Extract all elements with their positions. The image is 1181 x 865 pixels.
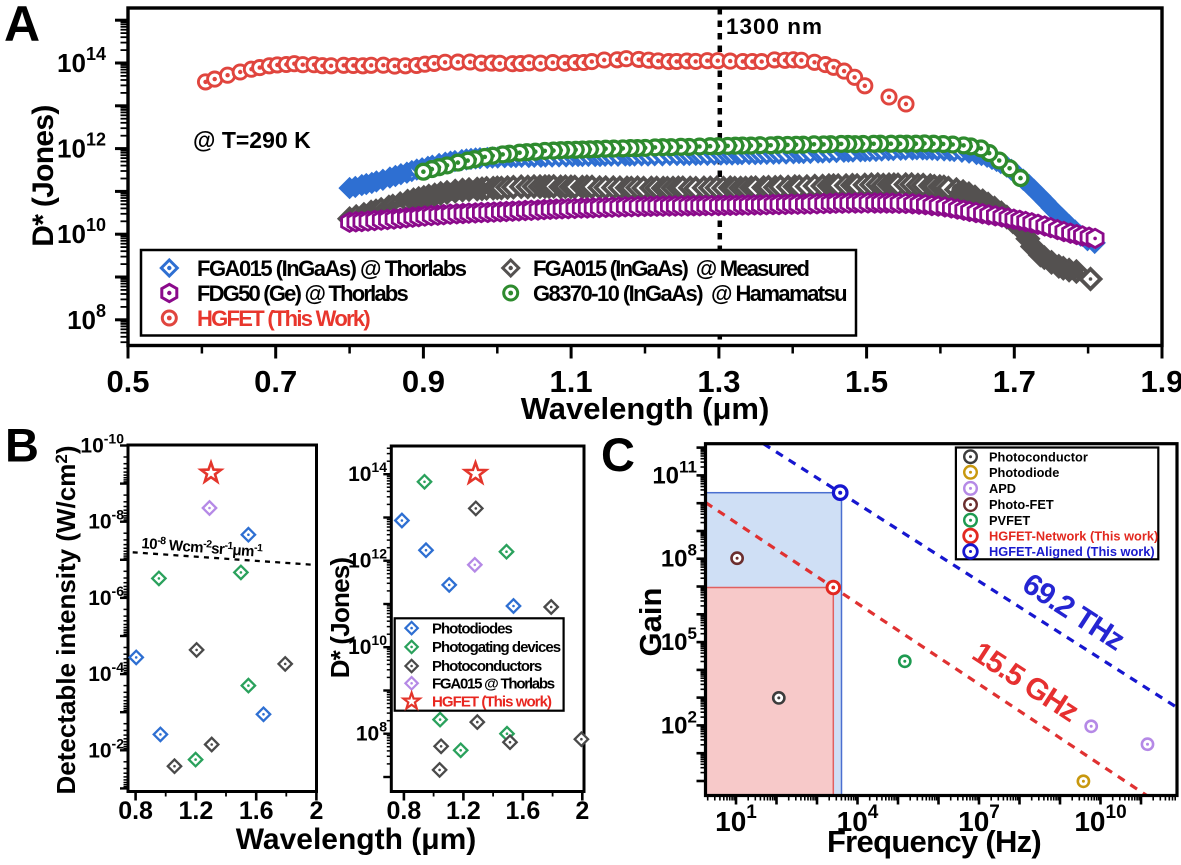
svg-text:1.6: 1.6 <box>506 797 541 825</box>
svg-text:G8370-10 (InGaAs) @ Hamamatsu: G8370-10 (InGaAs) @ Hamamatsu <box>533 281 846 306</box>
svg-text:1014: 1014 <box>57 44 106 78</box>
svg-text:2: 2 <box>309 797 323 825</box>
svg-text:Detectable intensity (W/cm2): Detectable intensity (W/cm2) <box>51 446 81 795</box>
svg-text:B: B <box>5 419 39 472</box>
svg-text:Photogating devices: Photogating devices <box>432 639 561 656</box>
svg-text:A: A <box>4 0 40 52</box>
svg-text:D* (Jones): D* (Jones) <box>325 558 355 679</box>
svg-text:HGFET (This Work): HGFET (This Work) <box>197 306 370 331</box>
svg-text:0.8: 0.8 <box>118 797 153 825</box>
svg-text:10-6: 10-6 <box>88 583 124 610</box>
svg-text:1.9: 1.9 <box>1140 364 1181 399</box>
svg-text:1010: 1010 <box>348 632 387 659</box>
svg-text:Frequency (Hz): Frequency (Hz) <box>827 824 1041 859</box>
svg-text:Photoconductor: Photoconductor <box>989 449 1088 464</box>
svg-text:1012: 1012 <box>348 546 387 573</box>
svg-text:Wavelength (μm): Wavelength (μm) <box>236 823 477 856</box>
svg-text:2: 2 <box>575 797 589 825</box>
svg-text:PVFET: PVFET <box>989 513 1030 528</box>
svg-text:1.2: 1.2 <box>179 797 214 825</box>
svg-text:APD: APD <box>989 481 1016 496</box>
svg-text:1.6: 1.6 <box>239 797 274 825</box>
svg-text:1.3: 1.3 <box>697 364 740 399</box>
svg-text:D* (Jones): D* (Jones) <box>27 105 60 246</box>
svg-text:FDG50 (Ge) @ Thorlabs: FDG50 (Ge) @ Thorlabs <box>197 281 409 306</box>
svg-text:10-4: 10-4 <box>88 659 124 686</box>
svg-text:Wavelength (μm): Wavelength (μm) <box>521 391 770 426</box>
svg-text:0.7: 0.7 <box>254 364 297 399</box>
svg-text:0.5: 0.5 <box>106 364 149 399</box>
svg-text:1.2: 1.2 <box>446 797 481 825</box>
svg-text:HGFET-Aligned (This work): HGFET-Aligned (This work) <box>989 544 1155 559</box>
svg-text:HGFET (This work): HGFET (This work) <box>432 694 552 711</box>
svg-text:FGA015 (InGaAs) @ Thorlabs: FGA015 (InGaAs) @ Thorlabs <box>197 256 467 281</box>
svg-text:@ T=290 K: @ T=290 K <box>193 127 311 153</box>
svg-text:0.8: 0.8 <box>387 797 422 825</box>
svg-text:FGA015 (InGaAs) @ Measured: FGA015 (InGaAs) @ Measured <box>533 256 808 281</box>
svg-text:Photodiode: Photodiode <box>989 465 1059 480</box>
svg-text:Gain: Gain <box>633 588 668 657</box>
svg-text:Photoconductors: Photoconductors <box>432 658 542 675</box>
svg-text:HGFET-Network (This work): HGFET-Network (This work) <box>989 529 1158 544</box>
svg-text:FGA015 @ Thorlabs: FGA015 @ Thorlabs <box>432 676 555 693</box>
svg-text:Photodiodes: Photodiodes <box>432 620 512 637</box>
svg-text:1014: 1014 <box>348 459 387 486</box>
svg-text:1.1: 1.1 <box>550 364 593 399</box>
svg-text:0.9: 0.9 <box>402 364 445 399</box>
svg-text:Photo-FET: Photo-FET <box>989 497 1054 512</box>
svg-text:1300 nm: 1300 nm <box>726 14 823 39</box>
svg-text:C: C <box>601 428 635 481</box>
svg-text:1.5: 1.5 <box>845 364 888 399</box>
svg-text:1.7: 1.7 <box>993 364 1036 399</box>
